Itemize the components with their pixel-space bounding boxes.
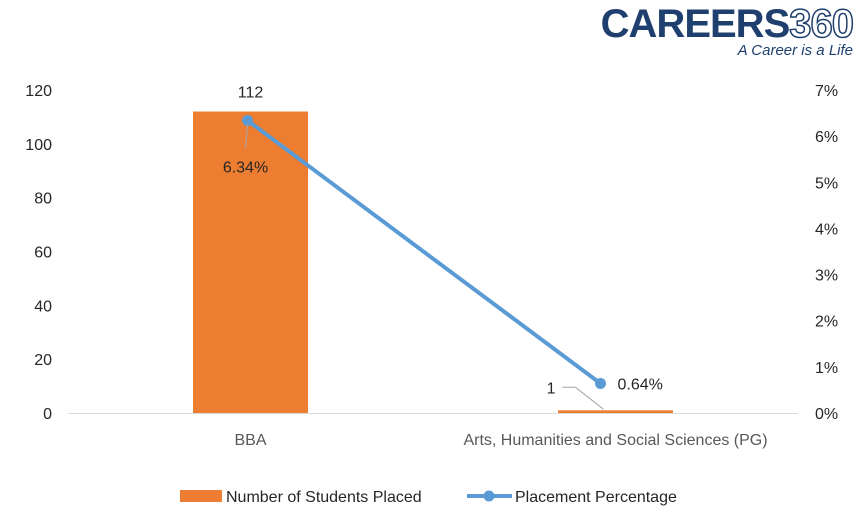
bar-label-leader [562,386,604,410]
logo-word: CAREERS [600,2,791,46]
logo-number: 360 [789,1,855,47]
legend-swatch-bar [180,490,222,502]
y-right-tick-label: 6% [815,129,838,146]
y-right-tick-label: 0% [815,406,838,423]
y-right-tick-label: 5% [815,175,838,192]
line-point-marker [242,114,253,126]
careers360-logo: CAREERS360 A Career is a Life [600,1,855,59]
y-left-tick-label: 60 [34,245,52,262]
line-data-label: 6.34% [223,159,268,176]
y-right-tick-label: 1% [815,360,838,377]
line-data-label: 0.64% [618,376,663,393]
y-left-tick-label: 100 [25,137,52,154]
y-left-tick-label: 20 [34,352,52,369]
y-left-tick-label: 80 [34,191,52,208]
bar [193,111,308,414]
x-category-label: Arts, Humanities and Social Sciences (PG… [463,432,767,449]
legend-swatch-marker [483,490,495,502]
legend-label: Placement Percentage [515,489,677,506]
y-left-tick-label: 120 [25,83,52,100]
y-right-tick-label: 2% [815,314,838,331]
bar-data-label: 1 [547,380,556,397]
line-label-leader [245,124,248,149]
logo-tagline: A Career is a Life [737,42,853,59]
y-left-tick-label: 40 [34,298,52,315]
line-point-marker [595,377,606,389]
placement-line [245,118,603,386]
x-category-label: BBA [234,432,266,449]
bar-data-label: 112 [238,85,264,102]
bar [558,410,673,413]
y-left-tick-label: 0 [43,406,52,423]
y-right-tick-label: 3% [815,268,838,285]
logo-wordmark: CAREERS360 [600,1,855,47]
y-right-tick-label: 7% [815,83,838,100]
y-right-tick-label: 4% [815,221,838,238]
legend-label: Number of Students Placed [226,489,422,506]
